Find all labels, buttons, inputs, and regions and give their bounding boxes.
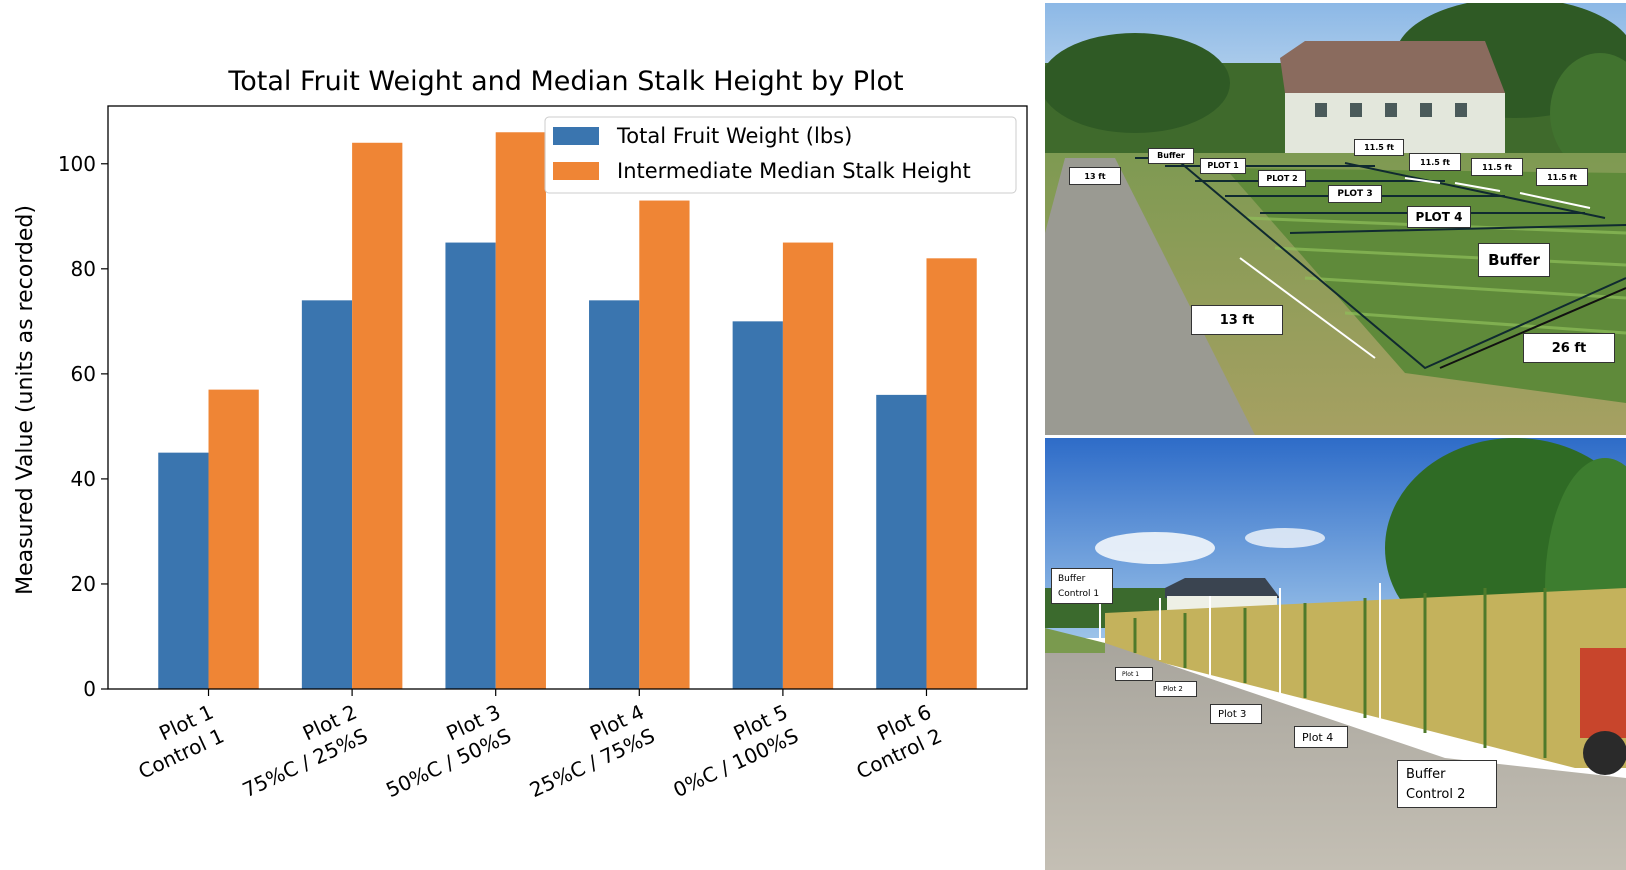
label-buffer-control-1-line1: Buffer bbox=[1058, 574, 1086, 584]
x-tick-label: Plot 275%C / 25%S bbox=[228, 700, 372, 803]
bar-stalk-height-2 bbox=[352, 142, 403, 690]
bar-fruit-weight-1 bbox=[158, 452, 209, 689]
label-11-5ft-2: 11.5 ft bbox=[1409, 153, 1461, 171]
label-buffer-big: Buffer bbox=[1478, 243, 1550, 277]
y-tick-label: 80 bbox=[71, 257, 96, 281]
label-11-5ft-4: 11.5 ft bbox=[1536, 168, 1588, 186]
label-buffer-control-2-line1: Buffer bbox=[1406, 767, 1446, 782]
bar-fruit-weight-2 bbox=[301, 300, 353, 689]
label-buffer-control-1: Buffer Control 1 bbox=[1051, 568, 1113, 604]
label-13ft-big: 13 ft bbox=[1191, 305, 1283, 335]
y-tick-label: 100 bbox=[58, 152, 96, 176]
field-scene-bottom bbox=[1045, 438, 1626, 870]
bar-stalk-height-1 bbox=[208, 389, 259, 689]
label-buffer-control-1-line2: Control 1 bbox=[1058, 589, 1100, 599]
x-tick-label: Plot 6Control 2 bbox=[842, 700, 946, 784]
legend-swatch-2 bbox=[553, 162, 599, 180]
label-plot-3-bottom: Plot 3 bbox=[1210, 704, 1262, 724]
label-plot-4-bottom: Plot 4 bbox=[1294, 726, 1348, 748]
label-plot-1-bottom: Plot 1 bbox=[1115, 667, 1153, 681]
x-tick-label: Plot 50%C / 100%S bbox=[658, 700, 802, 803]
legend-swatch-1 bbox=[553, 127, 599, 145]
label-11-5ft-3: 11.5 ft bbox=[1471, 158, 1523, 176]
label-plot-3: PLOT 3 bbox=[1328, 185, 1382, 203]
legend-label-2: Intermediate Median Stalk Height bbox=[617, 159, 971, 183]
field-layout-photo: Buffer PLOT 1 PLOT 2 PLOT 3 PLOT 4 Buffe… bbox=[1045, 3, 1626, 435]
bar-stalk-height-3 bbox=[495, 132, 546, 690]
bar-chart: Total Fruit Weight and Median Stalk Heig… bbox=[13, 66, 1028, 803]
plot-frame bbox=[107, 105, 1028, 690]
field-scene-top bbox=[1045, 3, 1626, 435]
y-axis-label: Measured Value (units as recorded) bbox=[13, 205, 38, 595]
label-buffer-small: Buffer bbox=[1148, 148, 1194, 164]
label-13ft-small: 13 ft bbox=[1069, 167, 1121, 185]
bar-fruit-weight-4 bbox=[589, 300, 640, 689]
label-plot-2-bottom: Plot 2 bbox=[1155, 681, 1197, 697]
label-buffer-control-2: Buffer Control 2 bbox=[1397, 760, 1497, 808]
label-plot-1: PLOT 1 bbox=[1200, 158, 1246, 174]
y-tick-label: 40 bbox=[71, 467, 96, 491]
x-tick-label: Plot 1Control 1 bbox=[124, 700, 228, 784]
bar-fruit-weight-6 bbox=[876, 394, 927, 689]
y-tick-label: 60 bbox=[71, 362, 96, 386]
bar-stalk-height-5 bbox=[782, 242, 834, 689]
legend-label-1: Total Fruit Weight (lbs) bbox=[616, 124, 852, 148]
chart-title: Total Fruit Weight and Median Stalk Heig… bbox=[227, 66, 903, 97]
x-tick-label: Plot 425%C / 75%S bbox=[515, 700, 659, 803]
bar-stalk-height-4 bbox=[639, 200, 690, 690]
label-plot-2: PLOT 2 bbox=[1258, 170, 1306, 187]
label-11-5ft-1: 11.5 ft bbox=[1354, 139, 1404, 156]
y-tick-label: 0 bbox=[83, 677, 96, 701]
x-tick-label: Plot 350%C / 50%S bbox=[371, 700, 515, 803]
bar-fruit-weight-3 bbox=[445, 242, 496, 689]
label-plot-4: PLOT 4 bbox=[1407, 206, 1471, 228]
bar-fruit-weight-5 bbox=[732, 321, 783, 689]
label-26ft: 26 ft bbox=[1523, 333, 1615, 363]
legend-box bbox=[544, 116, 1017, 194]
y-tick-label: 20 bbox=[71, 572, 96, 596]
roadside-plot-photo: Buffer Control 1 Plot 1 Plot 2 Plot 3 Pl… bbox=[1045, 438, 1626, 870]
bar-stalk-height-6 bbox=[926, 258, 977, 689]
label-buffer-control-2-line2: Control 2 bbox=[1406, 787, 1466, 802]
